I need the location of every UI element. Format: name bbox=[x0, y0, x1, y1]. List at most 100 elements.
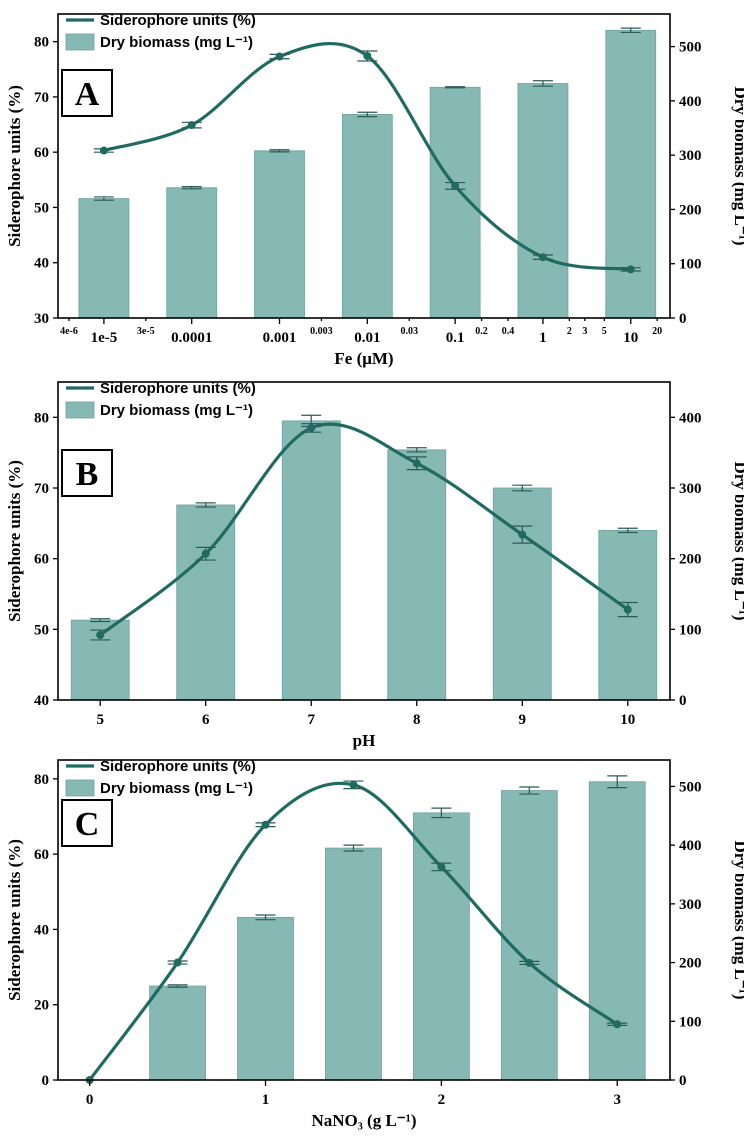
y2-tick-label: 300 bbox=[679, 148, 702, 164]
panel-letter-box bbox=[61, 799, 113, 847]
x-tick-label: 5 bbox=[96, 712, 104, 728]
siderophore-point bbox=[613, 1020, 622, 1029]
y2-tick-label: 300 bbox=[679, 481, 702, 497]
y-axis-title: Siderophore units (%) bbox=[5, 839, 24, 1001]
y-tick-label: 20 bbox=[34, 998, 49, 1014]
bar bbox=[237, 916, 294, 1081]
bar bbox=[78, 198, 130, 319]
siderophore-point bbox=[437, 862, 446, 871]
x-tick-label: 8 bbox=[413, 712, 421, 728]
x-axis-title: pH bbox=[353, 731, 376, 750]
y2-tick-label: 200 bbox=[679, 202, 702, 218]
x-tick-label: 0 bbox=[86, 1092, 94, 1108]
legend-bar-swatch bbox=[65, 33, 95, 51]
bar bbox=[341, 114, 393, 319]
x-minor-tick-label: 3 bbox=[582, 326, 587, 337]
y2-tick-label: 400 bbox=[679, 94, 702, 110]
y-tick-label: 30 bbox=[34, 311, 49, 327]
bar bbox=[412, 812, 470, 1081]
y2-axis-title: Dry biomass (mg L⁻¹) bbox=[731, 461, 744, 620]
y2-tick-label: 300 bbox=[679, 897, 702, 913]
x-tick-label: 2 bbox=[438, 1092, 446, 1108]
siderophore-point bbox=[261, 820, 270, 829]
y-tick-label: 70 bbox=[34, 90, 49, 106]
y2-tick-label: 0 bbox=[679, 693, 687, 709]
siderophore-point bbox=[173, 958, 182, 967]
y2-tick-label: 100 bbox=[679, 1014, 702, 1030]
siderophore-point bbox=[623, 605, 632, 614]
bar bbox=[588, 781, 646, 1081]
siderophore-point bbox=[275, 52, 284, 61]
legend-label-biomass: Dry biomass (mg L⁻¹) bbox=[100, 34, 253, 51]
bar bbox=[166, 187, 218, 319]
y2-tick-label: 500 bbox=[679, 40, 702, 56]
x-tick-label: 10 bbox=[620, 712, 635, 728]
legend-label-siderophore: Siderophore units (%) bbox=[100, 758, 256, 775]
x-minor-tick-label: 4e-6 bbox=[60, 326, 78, 337]
panel-letter-box bbox=[61, 69, 113, 117]
x-tick-label: 7 bbox=[307, 712, 315, 728]
siderophore-point bbox=[412, 459, 421, 468]
y-tick-label: 50 bbox=[34, 622, 49, 638]
siderophore-point bbox=[307, 423, 316, 432]
siderophore-point bbox=[363, 52, 372, 61]
y-tick-label: 60 bbox=[34, 552, 49, 568]
y-tick-label: 0 bbox=[42, 1073, 50, 1089]
y2-tick-label: 400 bbox=[679, 410, 702, 426]
bar bbox=[149, 985, 206, 1081]
siderophore-point bbox=[96, 630, 105, 639]
y-tick-label: 50 bbox=[34, 200, 49, 216]
legend-bar-swatch bbox=[65, 779, 95, 797]
legend-label-siderophore: Siderophore units (%) bbox=[100, 12, 256, 29]
y2-axis-title: Dry biomass (mg L⁻¹) bbox=[731, 86, 744, 245]
x-minor-tick-label: 2 bbox=[567, 326, 572, 337]
x-tick-label: 3 bbox=[613, 1092, 621, 1108]
bar bbox=[387, 449, 447, 701]
y2-tick-label: 0 bbox=[679, 1073, 687, 1089]
bar bbox=[176, 504, 236, 701]
siderophore-point bbox=[187, 121, 196, 130]
siderophore-line bbox=[99, 422, 629, 637]
x-minor-tick-label: 5 bbox=[602, 326, 607, 337]
bar bbox=[605, 29, 657, 319]
y2-tick-label: 0 bbox=[679, 311, 687, 327]
y-tick-label: 60 bbox=[34, 145, 49, 161]
legend-label-biomass: Dry biomass (mg L⁻¹) bbox=[100, 402, 253, 419]
siderophore-point bbox=[525, 958, 534, 967]
panel-c: 0 20 40 60 80 0 100 200 300 400 500 0 1 2 3 NaNO₃ (g L⁻… bbox=[5, 758, 744, 1130]
y2-tick-label: 100 bbox=[679, 622, 702, 638]
x-minor-tick-label: 0.2 bbox=[475, 326, 488, 337]
y-tick-label: 80 bbox=[34, 772, 49, 788]
x-tick-label: 6 bbox=[202, 712, 210, 728]
y-tick-label: 60 bbox=[34, 847, 49, 863]
y-tick-label: 70 bbox=[34, 481, 49, 497]
bar bbox=[254, 150, 305, 319]
y-tick-label: 80 bbox=[34, 410, 49, 426]
panel-letter-box bbox=[61, 449, 113, 497]
legend-bar-swatch bbox=[65, 401, 95, 419]
bar bbox=[325, 847, 382, 1081]
x-tick-label: 0.01 bbox=[354, 330, 380, 346]
siderophore-point bbox=[349, 780, 358, 789]
plot-frame bbox=[57, 13, 671, 319]
legend-label-biomass: Dry biomass (mg L⁻¹) bbox=[100, 780, 253, 797]
x-tick-label: 1 bbox=[539, 330, 547, 346]
x-tick-label: 10 bbox=[623, 330, 638, 346]
panel-letter: B bbox=[76, 456, 99, 493]
y2-tick-label: 100 bbox=[679, 257, 702, 273]
x-axis-title: Fe (μM) bbox=[334, 349, 393, 368]
x-axis-title: NaNO₃ (g L⁻¹) bbox=[311, 1111, 416, 1130]
y-tick-label: 40 bbox=[34, 256, 49, 272]
y-axis-title: Siderophore units (%) bbox=[5, 85, 24, 247]
x-minor-tick-label: 20 bbox=[652, 326, 662, 337]
x-minor-tick-label: 0.03 bbox=[400, 326, 418, 337]
panel-letter: C bbox=[75, 806, 100, 843]
y2-tick-label: 400 bbox=[679, 838, 702, 854]
x-tick-label: 0.0001 bbox=[171, 330, 212, 346]
siderophore-point bbox=[99, 146, 108, 155]
x-tick-label: 1 bbox=[262, 1092, 270, 1108]
y-axis-title: Siderophore units (%) bbox=[5, 460, 24, 622]
x-tick-label: 1e-5 bbox=[91, 330, 118, 346]
bar bbox=[281, 420, 341, 701]
